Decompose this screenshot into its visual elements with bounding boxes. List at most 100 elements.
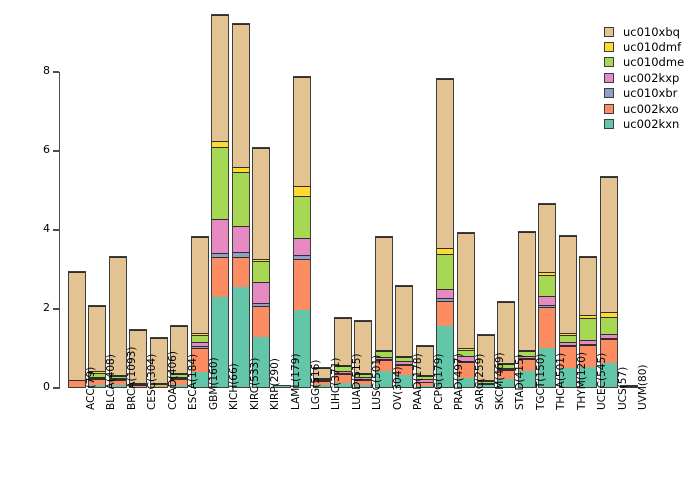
bar-segment-uc010dme	[130, 383, 147, 385]
legend-item[interactable]: uc010dme	[604, 55, 684, 70]
legend-swatch-icon	[604, 103, 614, 114]
legend-item[interactable]: uc002kxp	[604, 70, 684, 85]
bar-segment-uc002kxn	[437, 326, 454, 387]
bar-segment-uc010dme	[478, 381, 494, 383]
x-axis-tick-label: PRAD(497)	[453, 353, 466, 410]
bar-segment-uc002kxo	[518, 359, 535, 371]
bar-segment-uc010dme	[150, 384, 167, 386]
bar-segment-uc002kxp	[437, 288, 454, 298]
bar-segment-uc002kxo	[212, 257, 229, 298]
bar-segment-uc002kxn	[273, 386, 290, 387]
x-axis-tick-label: KICH(66)	[228, 363, 241, 410]
bar-segment-uc010dmf	[89, 371, 106, 373]
x-axis-tick-label: TGCT(150)	[534, 353, 547, 410]
bar-segment-uc010xbr	[89, 377, 106, 379]
bar-segment-uc002kxn	[191, 372, 208, 387]
bar-segment-uc002kxo	[191, 348, 208, 373]
x-axis-tick-label: BLCA(408)	[105, 354, 118, 410]
bar-segment-uc010dmf	[253, 258, 270, 261]
bar-segment-uc010xbq	[478, 334, 494, 381]
bar-segment-uc010dmf	[334, 365, 351, 367]
bar-segment-uc010dme	[600, 317, 617, 334]
x-axis-tick-label: PCPG(179)	[432, 353, 445, 410]
bar-segment-uc010xbr	[559, 344, 576, 346]
x-axis-tick-label: PAAD(178)	[412, 353, 425, 410]
bar-segment-uc010xbq	[253, 147, 270, 259]
stacked-bar	[477, 333, 495, 388]
bar-segment-uc002kxo	[580, 345, 597, 367]
bar-segment-uc010xbq	[334, 317, 351, 366]
bar-segment-uc002kxp	[334, 370, 351, 374]
bar-segment-uc002kxp	[293, 238, 310, 255]
legend-label: uc010xbr	[623, 86, 678, 101]
stacked-bar	[415, 344, 434, 388]
bar-segment-uc010dme	[171, 374, 188, 378]
bar-segment-uc010xbq	[457, 232, 474, 349]
bar-segment-uc010dme	[416, 376, 433, 380]
bar-segment-uc002kxo	[232, 257, 249, 288]
bar-segment-uc002kxp	[212, 218, 229, 253]
bar-segment-uc010dmf	[375, 350, 392, 352]
bar-segment-uc010dmf	[314, 377, 331, 379]
bar-segment-uc010xbq	[191, 236, 208, 334]
legend-item[interactable]: uc010dmf	[604, 39, 684, 54]
bar-segment-uc010dmf	[518, 350, 535, 352]
x-axis-tick-label: UCS(57)	[616, 366, 629, 410]
legend-swatch-icon	[604, 26, 614, 37]
bar-segment-uc002kxo	[150, 385, 167, 387]
stacked-bar	[149, 336, 168, 388]
bar-segment-uc010xbr	[212, 252, 229, 258]
legend: uc010xbq uc010dmf uc010dme uc002kxp uc010xbr…	[604, 24, 684, 132]
bar-segment-uc010dmf	[396, 355, 413, 357]
x-axis-tick-label: GBM(160)	[207, 357, 220, 410]
bar-segment-uc010xbq	[518, 232, 535, 351]
stacked-bar	[558, 234, 577, 388]
y-axis-tick-label: 4	[43, 222, 50, 235]
bar-segment-uc010xbr	[437, 297, 454, 302]
bar-segment-uc010dmf	[498, 363, 515, 365]
bar-segment-uc002kxn	[314, 385, 331, 387]
stacked-bar	[129, 328, 148, 388]
bar-segment-uc002kxo	[375, 359, 392, 371]
bar-segment-uc002kxo	[130, 385, 147, 387]
legend-label: uc010dmf	[623, 40, 682, 55]
bar-segment-uc010xbq	[171, 325, 188, 374]
bar-segment-uc002kxn	[232, 287, 249, 387]
stacked-bar	[599, 175, 618, 388]
x-axis-tick-label: KIRC(533)	[248, 357, 261, 410]
stacked-bar	[517, 231, 536, 388]
bar-segment-uc002kxp	[580, 339, 597, 344]
bar-segment-uc010xbq	[416, 345, 433, 376]
bar-segment-uc002kxp	[355, 377, 372, 379]
bar-segment-uc002kxp	[559, 342, 576, 345]
y-axis-line	[59, 72, 61, 389]
legend-swatch-icon	[604, 57, 614, 68]
x-axis-tick-label: THCA(501)	[555, 352, 568, 410]
bar-segment-uc002kxo	[457, 362, 474, 379]
bar-segment-uc002kxo	[89, 378, 106, 385]
bar-segment-uc002kxo	[396, 364, 413, 376]
bar-segment-uc002kxn	[253, 336, 270, 387]
bar-segment-uc010xbq	[130, 329, 147, 383]
bar-segment-uc010dmf	[171, 373, 188, 375]
bar-segment-uc002kxn	[600, 362, 617, 387]
bar-segment-uc010xbr	[580, 343, 597, 345]
bar-segment-uc010xbq	[314, 368, 331, 378]
bar-segment-uc010dme	[355, 374, 372, 378]
bar-segment-uc010xbq	[375, 236, 392, 351]
bar-segment-uc010xbq	[355, 320, 372, 374]
stacked-bar	[252, 146, 271, 388]
stacked-bar	[395, 284, 414, 388]
legend-item[interactable]: uc010xbr	[604, 86, 684, 101]
stacked-bar	[88, 305, 107, 388]
bar-segment-uc002kxo	[355, 379, 372, 386]
bar-segment-uc002kxn	[89, 384, 106, 387]
bar-segment-uc002kxo	[171, 379, 188, 385]
legend-item[interactable]: uc010xbq	[604, 24, 684, 39]
legend-item[interactable]: uc002kxo	[604, 101, 684, 116]
x-axis-tick-label: LUSC(501)	[371, 354, 384, 410]
legend-label: uc002kxp	[623, 70, 680, 85]
bar-segment-uc010xbr	[253, 303, 270, 306]
legend-item[interactable]: uc002kxn	[604, 116, 684, 131]
